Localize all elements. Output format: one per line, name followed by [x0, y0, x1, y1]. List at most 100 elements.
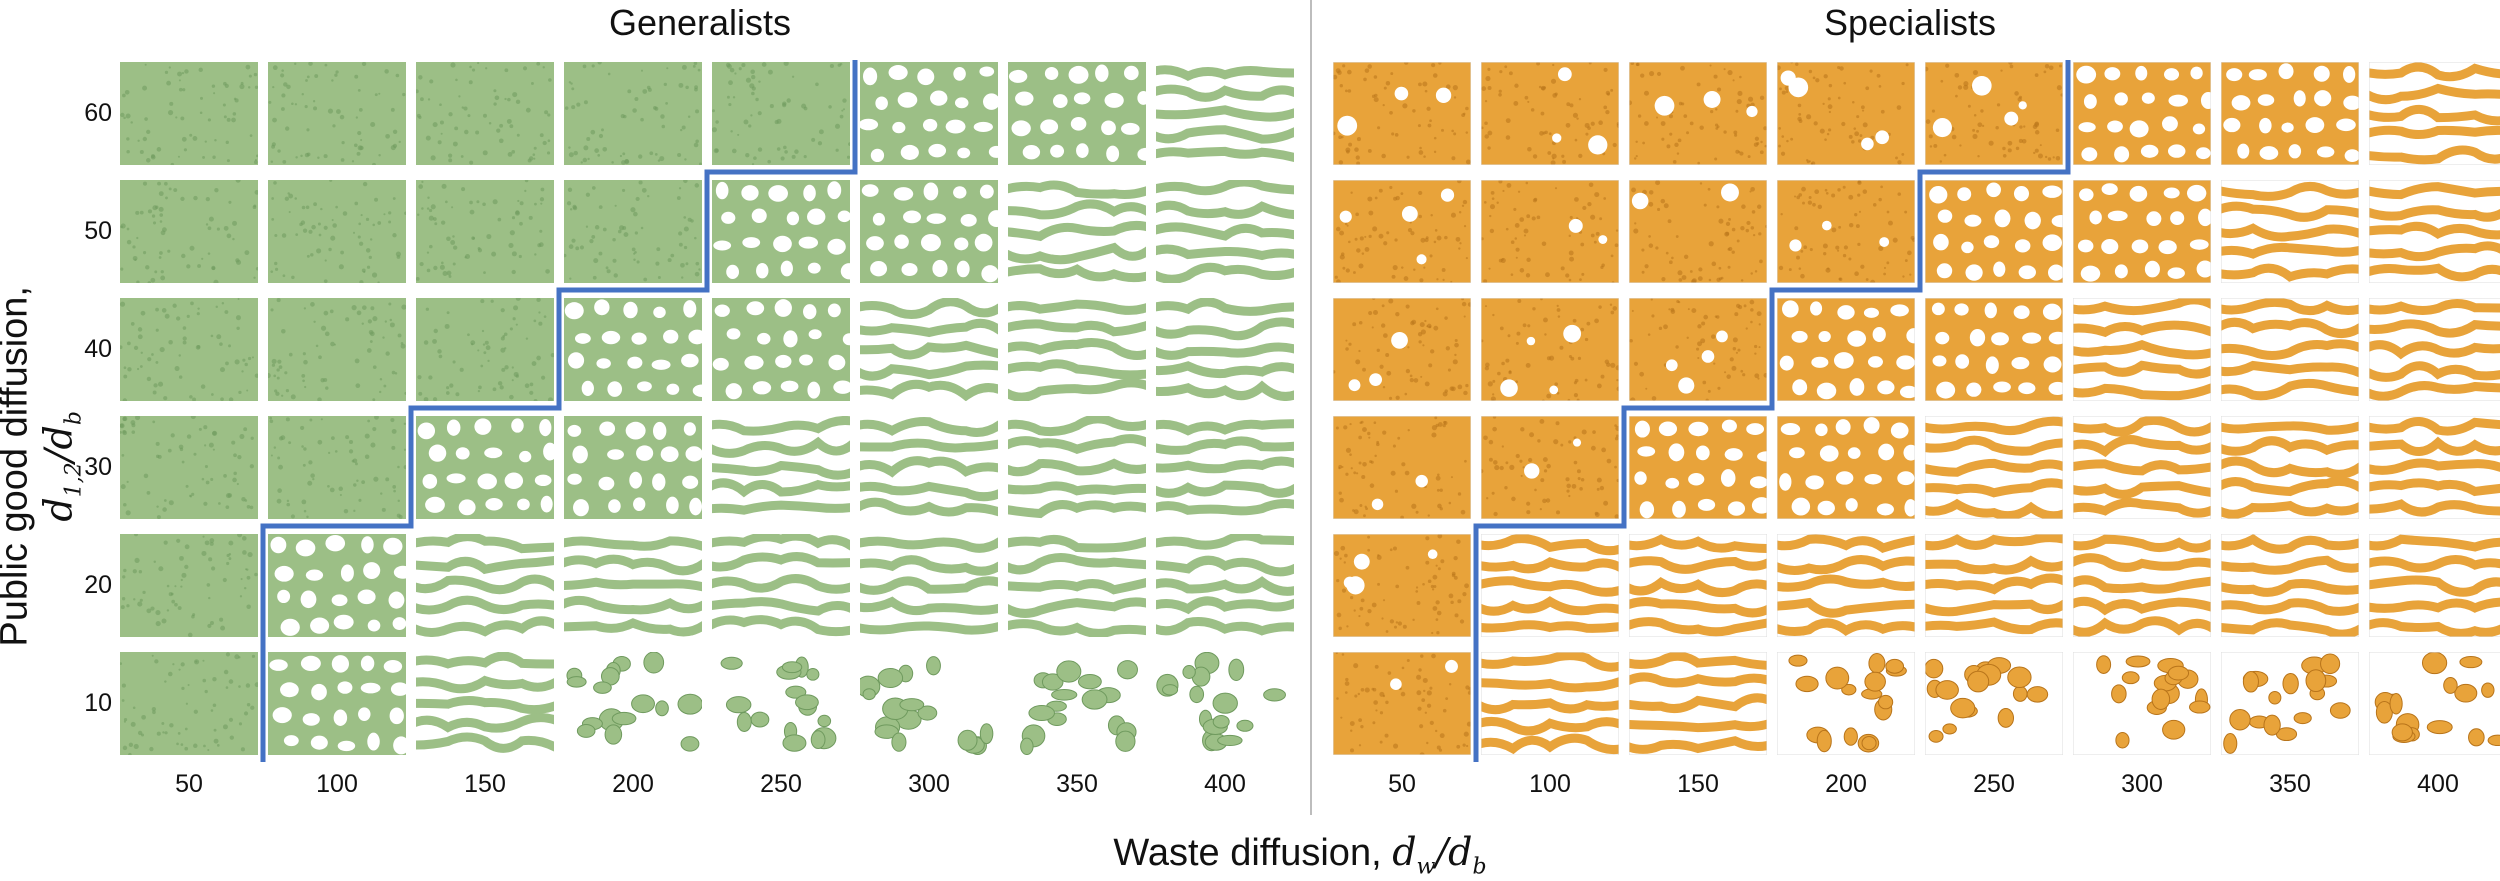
- tile-generalists-r3-c4: [712, 416, 850, 519]
- x-tick-label: 250: [1973, 770, 2015, 798]
- phase-boundary-specialists: [1473, 60, 2071, 762]
- x-tick-label: 150: [1677, 770, 1719, 798]
- phase-boundary-generalists: [260, 60, 858, 762]
- tile-generalists-r1-c5: [860, 180, 998, 283]
- tile-specialists-r2-c0: [1333, 298, 1471, 401]
- tile-generalists-r0-c1: [268, 62, 406, 165]
- x-axis-label: Waste diffusion, dw/db: [1000, 830, 1600, 880]
- tile-generalists-r1-c6: [1008, 180, 1146, 283]
- y-axis-label-text: Public good diffusion,: [0, 286, 36, 647]
- tile-generalists-r3-c3: [564, 416, 702, 519]
- x-tick-label: 50: [175, 770, 203, 798]
- tile-specialists-r1-c7: [2369, 180, 2500, 283]
- y-tick-label: 20: [84, 570, 112, 599]
- tile-generalists-r3-c1: [268, 416, 406, 519]
- tile-specialists-r5-c7: [2369, 652, 2500, 755]
- tile-generalists-r2-c7: [1156, 298, 1294, 401]
- tile-generalists-r4-c5: [860, 534, 998, 637]
- y-axis-label-math: d1,2/db: [36, 411, 87, 522]
- tile-generalists-r5-c4: [712, 652, 850, 755]
- tile-specialists-r0-c3: [1777, 62, 1915, 165]
- tile-specialists-r1-c6: [2221, 180, 2359, 283]
- tile-generalists-r0-c7: [1156, 62, 1294, 165]
- tile-generalists-r4-c1: [268, 534, 406, 637]
- tile-generalists-r4-c0: [120, 534, 258, 637]
- tile-generalists-r0-c6: [1008, 62, 1146, 165]
- tile-generalists-r0-c4: [712, 62, 850, 165]
- tile-generalists-r3-c5: [860, 416, 998, 519]
- tile-generalists-r0-c3: [564, 62, 702, 165]
- x-tick-label: 350: [1056, 770, 1098, 798]
- tile-specialists-r1-c3: [1777, 180, 1915, 283]
- tile-generalists-r4-c7: [1156, 534, 1294, 637]
- tile-generalists-r5-c3: [564, 652, 702, 755]
- tile-specialists-r2-c6: [2221, 298, 2359, 401]
- tile-generalists-r5-c1: [268, 652, 406, 755]
- tile-generalists-r5-c5: [860, 652, 998, 755]
- tile-specialists-r1-c1: [1481, 180, 1619, 283]
- tile-specialists-r4-c6: [2221, 534, 2359, 637]
- tile-specialists-r5-c5: [2073, 652, 2211, 755]
- tile-specialists-r5-c1: [1481, 652, 1619, 755]
- tile-specialists-r3-c5: [2073, 416, 2211, 519]
- tile-generalists-r1-c7: [1156, 180, 1294, 283]
- tile-generalists-r1-c4: [712, 180, 850, 283]
- tile-generalists-r2-c2: [416, 298, 554, 401]
- tile-generalists-r4-c3: [564, 534, 702, 637]
- tile-specialists-r1-c4: [1925, 180, 2063, 283]
- tile-generalists-r2-c6: [1008, 298, 1146, 401]
- tile-generalists-r3-c6: [1008, 416, 1146, 519]
- tile-specialists-r3-c4: [1925, 416, 2063, 519]
- tile-specialists-r2-c7: [2369, 298, 2500, 401]
- tile-specialists-r4-c0: [1333, 534, 1471, 637]
- x-tick-label: 300: [2121, 770, 2163, 798]
- tile-generalists-r0-c5: [860, 62, 998, 165]
- tile-specialists-r2-c5: [2073, 298, 2211, 401]
- tile-generalists-r2-c5: [860, 298, 998, 401]
- tile-generalists-r2-c4: [712, 298, 850, 401]
- x-tick-label: 250: [760, 770, 802, 798]
- tile-specialists-r4-c5: [2073, 534, 2211, 637]
- tile-generalists-r5-c6: [1008, 652, 1146, 755]
- tile-specialists-r5-c2: [1629, 652, 1767, 755]
- tile-generalists-r5-c0: [120, 652, 258, 755]
- x-tick-label: 100: [316, 770, 358, 798]
- y-tick-label: 10: [84, 688, 112, 717]
- tile-specialists-r2-c1: [1481, 298, 1619, 401]
- tile-specialists-r5-c6: [2221, 652, 2359, 755]
- tile-specialists-r0-c6: [2221, 62, 2359, 165]
- tile-specialists-r0-c2: [1629, 62, 1767, 165]
- x-tick-label: 400: [2417, 770, 2459, 798]
- tile-generalists-r1-c1: [268, 180, 406, 283]
- tile-generalists-r4-c6: [1008, 534, 1146, 637]
- x-tick-label: 400: [1204, 770, 1246, 798]
- tile-specialists-r0-c7: [2369, 62, 2500, 165]
- tile-generalists-r0-c2: [416, 62, 554, 165]
- tile-generalists-r5-c2: [416, 652, 554, 755]
- tile-specialists-r1-c5: [2073, 180, 2211, 283]
- x-tick-label: 100: [1529, 770, 1571, 798]
- tile-specialists-r3-c1: [1481, 416, 1619, 519]
- x-tick-label: 200: [612, 770, 654, 798]
- x-tick-label: 50: [1388, 770, 1416, 798]
- tile-specialists-r1-c0: [1333, 180, 1471, 283]
- tile-specialists-r3-c6: [2221, 416, 2359, 519]
- tile-generalists-r4-c2: [416, 534, 554, 637]
- tile-generalists-r1-c3: [564, 180, 702, 283]
- tile-specialists-r0-c1: [1481, 62, 1619, 165]
- tile-specialists-r2-c4: [1925, 298, 2063, 401]
- y-tick-label: 50: [84, 216, 112, 245]
- tile-specialists-r3-c7: [2369, 416, 2500, 519]
- tile-generalists-r2-c1: [268, 298, 406, 401]
- tile-specialists-r3-c2: [1629, 416, 1767, 519]
- tile-specialists-r2-c3: [1777, 298, 1915, 401]
- y-tick-label: 60: [84, 98, 112, 127]
- tile-specialists-r3-c0: [1333, 416, 1471, 519]
- x-tick-label: 350: [2269, 770, 2311, 798]
- tile-generalists-r3-c2: [416, 416, 554, 519]
- tile-specialists-r4-c4: [1925, 534, 2063, 637]
- tile-specialists-r5-c3: [1777, 652, 1915, 755]
- y-tick-label: 30: [84, 452, 112, 481]
- panel-divider: [1310, 0, 1312, 815]
